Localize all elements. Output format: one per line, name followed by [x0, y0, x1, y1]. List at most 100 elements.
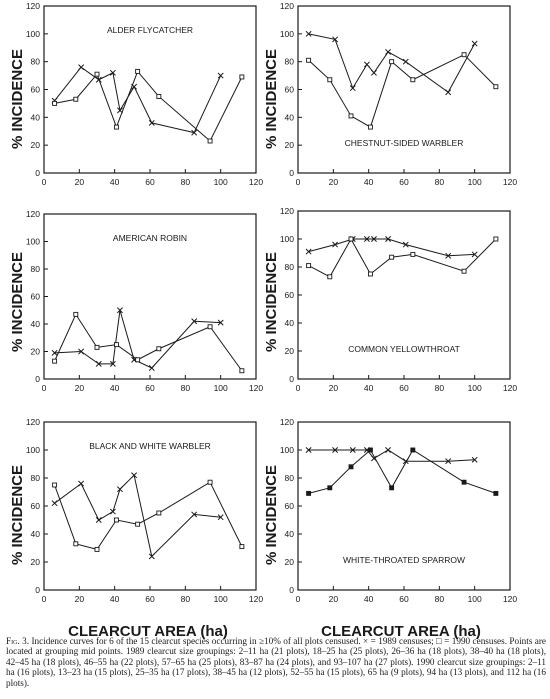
- y-tick-label: 100: [280, 445, 294, 455]
- x-tick-label: 80: [181, 383, 191, 393]
- data-point-square-marker: [94, 546, 100, 552]
- data-point-square-marker: [493, 490, 499, 496]
- x-tick-label: 120: [503, 383, 517, 393]
- x-tick-label: 20: [329, 383, 339, 393]
- data-point-square-marker: [306, 490, 312, 496]
- x-tick-label: 100: [214, 383, 228, 393]
- series-1990-line: [308, 449, 497, 494]
- data-point-x-marker: [332, 447, 339, 453]
- data-point-square-marker: [207, 138, 213, 144]
- x-tick-label: 20: [75, 383, 85, 393]
- x-tick-label: 20: [75, 177, 85, 187]
- x-tick-label: 20: [329, 177, 339, 187]
- data-point-x-marker: [445, 89, 452, 96]
- x-tick-label: 0: [296, 383, 301, 393]
- y-tick-label: 0: [35, 585, 40, 595]
- y-tick-label: 120: [26, 1, 40, 11]
- y-tick-label: 120: [26, 209, 40, 219]
- data-point-x-marker: [363, 236, 370, 242]
- x-axis-label: CLEARCUT AREA (ha): [68, 623, 228, 640]
- y-tick-label: 60: [31, 292, 41, 302]
- y-tick-label: 80: [31, 57, 41, 67]
- data-point-square-marker: [73, 96, 79, 102]
- data-point-x-marker: [109, 508, 116, 515]
- x-tick-label: 120: [503, 594, 517, 604]
- data-point-square-marker: [367, 271, 373, 277]
- data-point-square-marker: [493, 84, 499, 90]
- x-tick-label: 80: [435, 383, 445, 393]
- y-tick-label: 20: [285, 557, 295, 567]
- panel-title: WHITE-THROATED SPARROW: [343, 555, 465, 565]
- x-tick-label: 100: [468, 383, 482, 393]
- x-tick-label: 40: [110, 177, 120, 187]
- data-point-x-marker: [445, 252, 452, 259]
- x-tick-label: 100: [214, 177, 228, 187]
- y-tick-label: 60: [285, 290, 295, 300]
- data-point-square-marker: [113, 517, 119, 523]
- data-point-x-marker: [332, 36, 339, 43]
- data-point-square-marker: [461, 479, 467, 485]
- data-point-square-marker: [239, 368, 245, 374]
- x-tick-label: 120: [503, 177, 517, 187]
- panel-common-yellowthroat: 0 20 40 60 80 100 120 0 20 40 60 80 100 120 COMMON YEL…: [280, 206, 518, 393]
- y-tick-label: 100: [280, 29, 294, 39]
- y-tick-label: 0: [35, 374, 40, 384]
- y-tick-label: 80: [285, 473, 295, 483]
- data-point-square-marker: [135, 521, 141, 527]
- data-point-x-marker: [385, 48, 392, 55]
- data-point-square-marker: [156, 510, 162, 516]
- data-point-x-marker: [117, 307, 123, 314]
- y-tick-label: 20: [31, 557, 41, 567]
- x-tick-label: 60: [145, 383, 155, 393]
- data-point-x-marker: [51, 500, 58, 507]
- y-tick-label: 40: [285, 112, 295, 122]
- x-tick-label: 120: [249, 383, 263, 393]
- data-point-x-marker: [349, 85, 356, 92]
- data-point-square-marker: [493, 236, 499, 242]
- y-tick-label: 80: [285, 57, 295, 67]
- data-point-square-marker: [135, 357, 141, 363]
- x-tick-label: 60: [399, 594, 409, 604]
- data-point-x-marker: [191, 318, 198, 325]
- series-1990-line: [54, 313, 243, 372]
- data-point-square-marker: [156, 94, 162, 99]
- data-point-x-marker: [148, 553, 155, 560]
- panel-title: AMERICAN ROBIN: [113, 233, 187, 243]
- x-tick-label: 120: [249, 594, 263, 604]
- data-point-square-marker: [389, 59, 395, 65]
- y-tick-label: 20: [285, 140, 295, 150]
- caption-text: Incidence curves for 6 of the 15 clearcu…: [6, 636, 547, 688]
- data-point-x-marker: [471, 40, 478, 47]
- x-tick-label: 0: [42, 594, 47, 604]
- data-point-square-marker: [239, 544, 245, 550]
- y-tick-label: 40: [31, 112, 41, 122]
- x-tick-label: 20: [329, 594, 339, 604]
- data-point-x-marker: [217, 319, 224, 326]
- data-point-square-marker: [306, 57, 312, 63]
- data-point-square-marker: [52, 482, 58, 488]
- x-tick-label: 60: [399, 383, 409, 393]
- x-tick-label: 120: [249, 177, 263, 187]
- y-tick-label: 20: [31, 347, 41, 357]
- data-point-square-marker: [367, 124, 373, 130]
- y-tick-label: 40: [285, 318, 295, 328]
- panel-title: ALDER FLYCATCHER: [107, 25, 193, 35]
- data-point-square-marker: [327, 274, 333, 280]
- data-point-x-marker: [402, 58, 409, 65]
- series-1990-line: [308, 237, 497, 278]
- data-point-x-marker: [217, 72, 224, 79]
- y-tick-label: 60: [285, 501, 295, 511]
- x-tick-label: 20: [75, 594, 85, 604]
- chart-panels: 0 20 40 60 80 100 120 0 20 40 60 80 100 120 ALDER FLYC…: [26, 1, 518, 604]
- data-point-square-marker: [348, 236, 354, 242]
- series-1990-line: [308, 54, 497, 128]
- data-point-x-marker: [332, 241, 339, 248]
- y-axis-label: % INCIDENCE: [9, 49, 26, 149]
- data-point-square-marker: [52, 100, 58, 106]
- data-point-square-marker: [156, 346, 162, 352]
- x-tick-label: 0: [42, 177, 47, 187]
- data-point-square-marker: [52, 358, 58, 364]
- y-tick-label: 0: [289, 374, 294, 384]
- data-point-x-marker: [51, 349, 58, 356]
- data-point-x-marker: [402, 241, 409, 248]
